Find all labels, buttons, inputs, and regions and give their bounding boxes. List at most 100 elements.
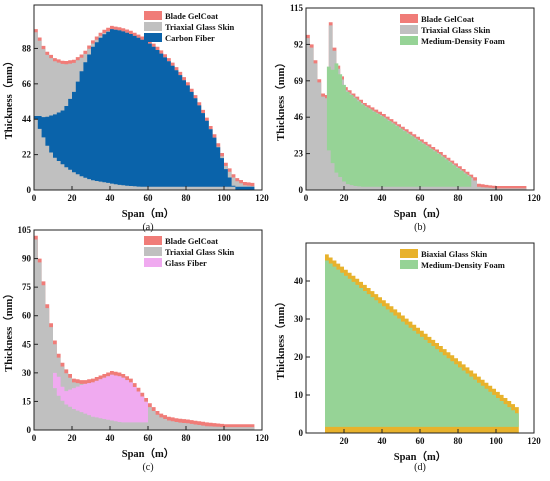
y-axis-label: Thickness（mm） — [274, 57, 287, 140]
chart-panel-1: 0 20 40 60 80 100 120 0 22 44 66 88 Span（m） Thickness… — [2, 4, 269, 233]
x-tick-label: 0 — [304, 193, 309, 203]
x-tick-label: 100 — [489, 436, 503, 446]
x-tick-label: 80 — [454, 436, 464, 446]
chart-panel-2: 0 20 40 60 80 100 120 0 23 46 69 92 115 Span（m） Thickn… — [274, 3, 541, 233]
chart-panel-4: 20 40 60 80 100 120 0 10 20 30 40 Span（m） Thickness（… — [274, 242, 541, 473]
y-tick-label: 30 — [22, 368, 32, 378]
x-axis-label: Span（m） — [394, 207, 447, 220]
series-carbon-fiber-area — [34, 29, 255, 190]
y-axis-label: Thickness（mm） — [274, 296, 287, 379]
y-tick-label: 15 — [22, 396, 32, 406]
legend-swatch — [400, 25, 418, 34]
y-tick-label: 0 — [27, 185, 32, 195]
series-medium-density-foam-area — [326, 63, 472, 187]
x-tick-label: 20 — [68, 433, 78, 443]
y-tick-label: 115 — [290, 3, 304, 13]
y-tick-label: 45 — [22, 339, 32, 349]
y-tick-label: 0 — [299, 185, 304, 195]
legend-entry: Medium-Density Foam — [421, 36, 505, 46]
y-tick-label: 46 — [294, 112, 304, 122]
x-tick-label: 20 — [340, 436, 350, 446]
y-tick-label: 23 — [294, 149, 304, 159]
x-tick-label: 20 — [340, 193, 350, 203]
y-tick-label: 90 — [22, 254, 32, 264]
x-tick-label: 100 — [217, 433, 231, 443]
x-tick-label: 60 — [416, 436, 426, 446]
y-tick-label: 10 — [294, 390, 304, 400]
y-tick-label: 66 — [22, 79, 32, 89]
legend-swatch — [144, 236, 162, 245]
x-axis-label: Span（m） — [122, 447, 175, 460]
x-tick-label: 60 — [416, 193, 426, 203]
series-blade-gelcoat-area — [34, 235, 255, 430]
y-tick-label: 0 — [299, 428, 304, 438]
legend-swatch — [144, 22, 162, 31]
chart-panel-3: 0 20 40 60 80 100 120 0 15 30 45 60 75 90 105 Span（m） Th… — [2, 225, 269, 473]
x-tick-label: 100 — [489, 193, 503, 203]
x-tick-label: 120 — [527, 436, 541, 446]
x-tick-label: 80 — [454, 193, 464, 203]
legend-swatch — [144, 33, 162, 42]
x-tick-label: 40 — [106, 433, 116, 443]
x-tick-label: 80 — [182, 193, 192, 203]
x-tick-label: 20 — [68, 193, 78, 203]
legend-swatch — [400, 14, 418, 23]
y-axis-label: Thickness（mm） — [2, 288, 15, 371]
x-tick-label: 100 — [217, 193, 231, 203]
legend-swatch — [144, 11, 162, 20]
legend-entry: Blade GelCoat — [421, 14, 474, 24]
y-tick-label: 105 — [18, 225, 32, 235]
legend-entry: Glass Fiber — [165, 258, 207, 268]
x-tick-label: 60 — [144, 433, 154, 443]
y-tick-label: 0 — [27, 425, 32, 435]
x-axis-label: Span（m） — [122, 207, 175, 220]
x-axis-label: Span（m） — [394, 450, 447, 463]
x-tick-label: 0 — [32, 193, 37, 203]
legend-entry: Triaxial Glass Skin — [421, 25, 491, 35]
legend-swatch — [144, 258, 162, 267]
legend-entry: Triaxial Glass Skin — [165, 247, 235, 257]
y-tick-label: 75 — [22, 282, 32, 292]
legend-swatch — [400, 249, 418, 258]
legend-entry: Blade GelCoat — [165, 236, 218, 246]
legend-swatch — [400, 36, 418, 45]
x-tick-label: 120 — [255, 193, 269, 203]
x-tick-label: 60 — [144, 193, 154, 203]
series-triaxial-glass-skin-area — [34, 239, 255, 430]
y-tick-label: 20 — [294, 352, 304, 362]
legend-entry: Triaxial Glass Skin — [165, 22, 235, 32]
y-tick-label: 40 — [294, 276, 304, 286]
legend-entry: Medium-Density Foam — [421, 260, 505, 270]
y-tick-label: 92 — [294, 39, 304, 49]
y-tick-label: 88 — [22, 43, 32, 53]
y-tick-label: 30 — [294, 314, 304, 324]
x-tick-label: 120 — [527, 193, 541, 203]
y-tick-label: 22 — [22, 150, 32, 160]
panel-caption: (b) — [414, 222, 426, 233]
legend-entry: Blade GelCoat — [165, 11, 218, 21]
x-tick-label: 80 — [182, 433, 192, 443]
series-medium-density-foam-area — [325, 260, 519, 427]
x-tick-label: 0 — [32, 433, 37, 443]
x-tick-label: 40 — [106, 193, 116, 203]
panel-caption: (c) — [142, 462, 153, 473]
y-axis-label: Thickness（mm） — [2, 56, 15, 139]
legend-swatch — [400, 260, 418, 269]
series-glass-fiber-area — [53, 372, 148, 423]
x-tick-label: 40 — [378, 436, 388, 446]
y-tick-label: 69 — [294, 76, 304, 86]
x-tick-label: 120 — [255, 433, 269, 443]
y-tick-label: 60 — [22, 311, 32, 321]
y-tick-label: 44 — [22, 114, 32, 124]
legend-swatch — [144, 247, 162, 256]
legend-entry: Biaxial Glass Skin — [421, 249, 487, 259]
x-tick-label: 40 — [378, 193, 388, 203]
legend-entry: Carbon Fiber — [165, 33, 215, 43]
panel-caption: (d) — [414, 462, 426, 473]
panel-caption: (a) — [142, 222, 153, 233]
